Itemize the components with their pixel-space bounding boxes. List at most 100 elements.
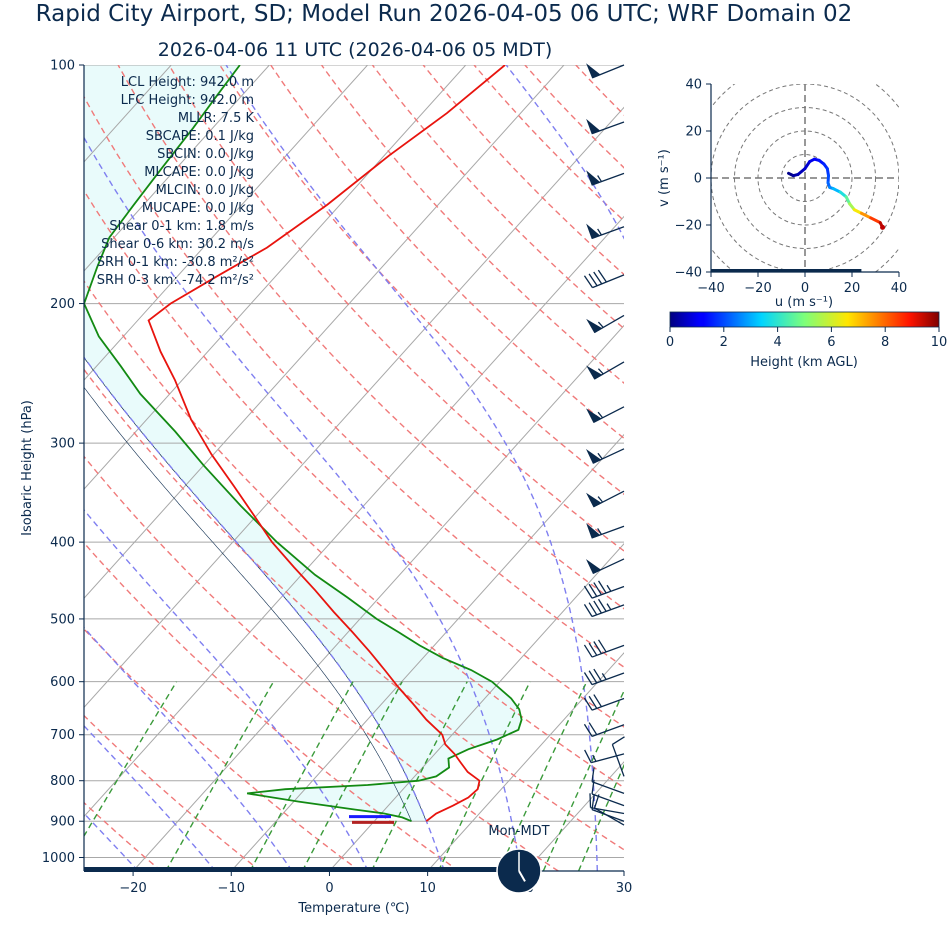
stat-line: LCL Height: 942.0 m [121,75,254,90]
dry-adiabat [678,65,948,871]
xtick-label: 0 [325,881,333,896]
height-colorbar: 0 2 4 6 8 10 Height (km AGL) [666,311,947,370]
hodo-xlabel: u (m s⁻¹) [775,295,833,310]
stat-line: SBCIN: 0.0 J/kg [157,147,254,162]
wind-barb [591,779,625,807]
mixing-ratio-line [249,681,354,871]
dry-adiabat [84,541,460,871]
isotherm [329,542,624,871]
wind-barb [611,736,625,777]
ytick-label: 100 [50,59,75,74]
chart-title: Rapid City Airport, SD; Model Run 2026-0… [36,1,853,27]
wind-barb [593,794,625,826]
isotherm [132,324,624,871]
wind-barb [584,749,625,764]
colorbar-tick-label: 6 [827,335,835,350]
hodo-ylabel: v (m s⁻¹) [657,149,672,207]
wind-barb [586,490,625,508]
hodo-xtick-label: 40 [891,281,908,296]
isotherm [0,65,73,871]
dry-adiabat [84,189,624,728]
dry-adiabat [84,455,559,871]
wind-barb [586,63,625,79]
colorbar-tick-label: 0 [666,335,674,350]
wind-barb [586,361,625,380]
stat-line: Shear 0-1 km: 1.8 m/s [109,219,254,234]
hodo-xtick-label: 20 [844,281,861,296]
hodo-ytick-label: −40 [675,266,702,281]
wind-barb [586,523,625,539]
colorbar-tick-label: 8 [881,335,889,350]
stat-line: MUCAPE: 0.0 J/kg [142,201,254,216]
ytick-label: 400 [50,536,75,551]
dry-adiabat [219,65,624,496]
stat-line: SRH 0-1 km: -30.8 m²/s² [97,255,254,270]
stat-line: SRH 0-3 km: -74.2 m²/s² [97,273,254,288]
wind-barb [583,598,625,618]
wind-barbs [583,63,625,826]
dry-adiabat [627,65,948,871]
xtick-label: 10 [419,881,436,896]
skewt-xlabel: Temperature (℃) [297,901,409,916]
xtick-label: −20 [119,881,146,896]
hodo-ytick-label: 40 [685,78,702,93]
dry-adiabat [84,95,624,669]
dry-adiabat [117,65,624,610]
xtick-label: −10 [218,881,245,896]
local-time-clock: Mon-MDT [488,824,550,894]
mixing-ratio-line [84,681,178,838]
isotherm [84,65,270,272]
parcel-path-alt [84,386,412,822]
hodo-xtick-label: 0 [801,281,809,296]
ground-bar [84,867,504,872]
wind-barb [583,668,625,686]
isotherm [84,65,368,381]
temperature-line [147,65,506,822]
skewt-ylabel: Isobaric Height (hPa) [20,400,35,536]
hodo-segment [859,211,873,220]
wind-barb [586,223,625,240]
wind-barb [586,406,625,423]
dry-adiabat [422,65,624,276]
wind-barb [586,558,625,574]
mixing-ratio-line [542,689,624,871]
colorbar-gradient [669,311,940,328]
wind-barb [586,170,625,186]
hodo-ytick-label: 20 [685,125,702,140]
dry-adiabat [575,65,624,116]
ytick-label: 600 [50,675,75,690]
stat-line: MLCAPE: 0.0 J/kg [144,165,254,180]
isotherm [84,106,624,709]
isotherm [84,215,624,818]
hodo-xtick-label: −40 [697,281,724,296]
wind-barb [583,694,625,711]
ytick-label: 500 [50,612,75,627]
chart-subtitle: 2026-04-06 11 UTC (2026-04-06 05 MDT) [158,39,553,61]
isotherm [525,761,624,871]
colorbar-tick-label: 2 [720,335,728,350]
moist-adiabat [84,508,369,871]
wind-barb [586,448,625,464]
clock-label: Mon-MDT [488,824,549,839]
mixing-ratio-line [165,681,275,871]
wind-barb [583,639,625,658]
moist-adiabat [84,724,217,871]
mixing-ratio-line [577,763,624,871]
stat-line: Shear 0-6 km: 30.2 m/s [101,237,254,252]
isotherm [722,65,948,871]
hodo-segment [796,167,807,176]
hodo-segment [869,216,882,225]
colorbar-label: Height (km AGL) [750,355,858,370]
ytick-label: 1000 [42,851,75,866]
ytick-label: 800 [50,774,75,789]
moist-adiabat [84,356,445,871]
hodo-end-marker [880,224,886,230]
dry-adiabat [84,368,624,851]
hodo-base-bar [711,269,862,272]
dry-adiabat [84,628,361,871]
stat-line: LFC Height: 942.0 m [121,93,254,108]
ytick-label: 200 [50,297,75,312]
ytick-label: 700 [50,728,75,743]
